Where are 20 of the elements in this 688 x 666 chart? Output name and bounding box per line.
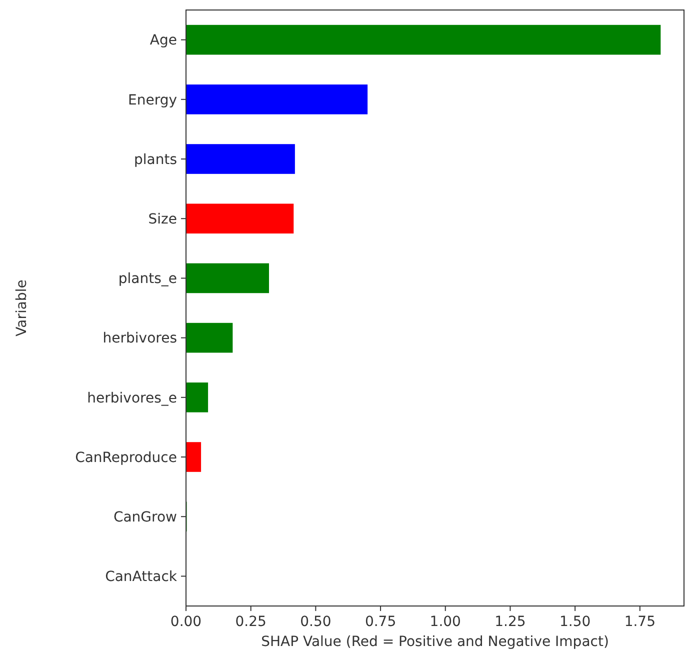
y-tick-label: herbivores_e <box>87 390 177 406</box>
y-tick-label: herbivores <box>102 330 177 347</box>
x-tick-label: 0.00 <box>170 614 202 630</box>
x-tick-label: 1.25 <box>494 614 526 630</box>
y-tick-label: Energy <box>128 92 177 108</box>
y-tick-label: Age <box>150 32 177 49</box>
y-tick-label: plants <box>134 152 177 168</box>
y-tick-label: plants_e <box>118 271 177 288</box>
x-tick-label: 1.00 <box>430 614 461 630</box>
x-tick-label: 0.25 <box>235 614 266 630</box>
y-tick-label: CanAttack <box>105 569 178 586</box>
y-axis-title: Variable <box>14 280 30 336</box>
x-tick-label: 1.75 <box>624 614 656 630</box>
x-tick-label: 1.50 <box>559 614 591 630</box>
x-axis-title: SHAP Value (Red = Positive and Negative Impact) <box>261 634 609 650</box>
y-tick-label: CanReproduce <box>75 450 177 466</box>
y-tick-label: Size <box>148 212 177 228</box>
y-tick-label: CanGrow <box>113 510 177 526</box>
x-tick-label: 0.50 <box>300 614 332 630</box>
x-tick-label: 0.75 <box>364 614 396 630</box>
